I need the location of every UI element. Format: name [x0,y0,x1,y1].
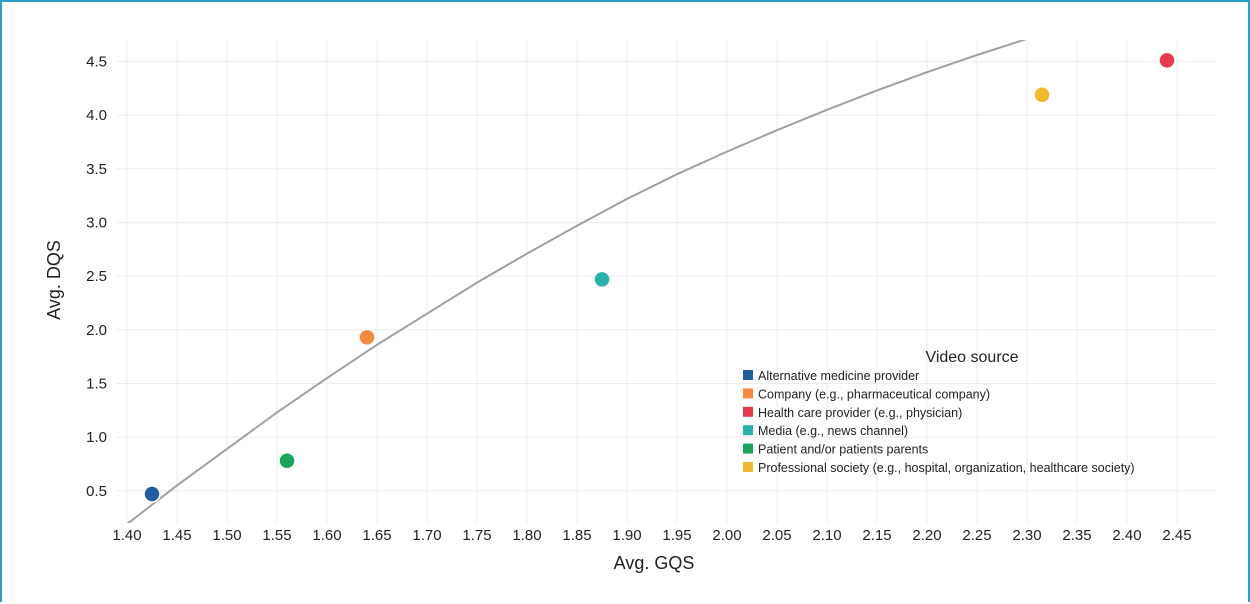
legend-swatch [743,462,753,472]
x-tick-label: 2.20 [912,527,941,544]
legend-label: Health care provider (e.g., physician) [758,406,962,420]
y-tick-label: 1.5 [86,375,107,392]
x-tick-labels: 1.40 1.45 1.50 1.55 1.60 1.65 1.70 1.75 1.80 1.85… [112,527,1191,544]
y-tick-labels: 0.5 1.0 1.5 2.0 2.5 3.0 3.5 4.0 4.5 [86,53,107,499]
legend: Video source Alternative medicine provid… [743,349,1135,475]
legend-label: Media (e.g., news channel) [758,424,908,438]
y-tick-label: 3.0 [86,214,107,231]
x-tick-label: 1.45 [162,527,191,544]
y-axis-title: Avg. DQS [44,240,64,320]
x-tick-label: 2.00 [712,527,741,544]
data-point [1158,51,1176,70]
y-tick-label: 1.0 [86,429,107,446]
legend-label: Alternative medicine provider [758,369,919,383]
data-point [358,328,376,347]
x-tick-label: 1.90 [612,527,641,544]
x-tick-label: 1.55 [262,527,291,544]
x-tick-label: 2.35 [1062,527,1091,544]
x-tick-label: 1.70 [412,527,441,544]
x-tick-label: 1.40 [112,527,141,544]
legend-label: Company (e.g., pharmaceutical company) [758,387,990,401]
legend-label: Professional society (e.g., hospital, or… [758,461,1135,475]
y-tick-label: 3.5 [86,161,107,178]
legend-swatch [743,370,753,380]
data-point [593,270,611,289]
x-tick-label: 1.80 [512,527,541,544]
x-tick-label: 2.10 [812,527,841,544]
legend-title: Video source [925,349,1018,366]
trend-line [126,40,1027,523]
x-tick-label: 1.95 [662,527,691,544]
x-tick-label: 2.40 [1112,527,1141,544]
x-tick-label: 2.45 [1162,527,1191,544]
data-points [143,51,1176,503]
x-tick-label: 1.65 [362,527,391,544]
legend-swatch [743,425,753,436]
legend-label: Patient and/or patients parents [758,443,928,457]
x-tick-label: 1.50 [212,527,241,544]
x-axis-title: Avg. GQS [614,553,695,573]
x-tick-label: 1.75 [462,527,491,544]
legend-swatch [743,388,753,399]
legend-swatch [743,443,753,454]
grid-lines [117,40,1217,523]
y-tick-label: 4.5 [86,53,107,70]
x-tick-label: 2.15 [862,527,891,544]
y-tick-label: 0.5 [86,483,107,500]
data-point [1033,85,1051,104]
y-tick-label: 4.0 [86,107,107,124]
x-tick-label: 2.30 [1012,527,1041,544]
x-tick-label: 2.25 [962,527,991,544]
data-point [278,451,296,470]
y-tick-label: 2.5 [86,268,107,285]
y-tick-label: 2.0 [86,322,107,339]
data-point [143,485,161,503]
legend-swatch [743,406,753,417]
x-tick-label: 1.60 [312,527,341,544]
x-tick-label: 1.85 [562,527,591,544]
x-tick-label: 2.05 [762,527,791,544]
